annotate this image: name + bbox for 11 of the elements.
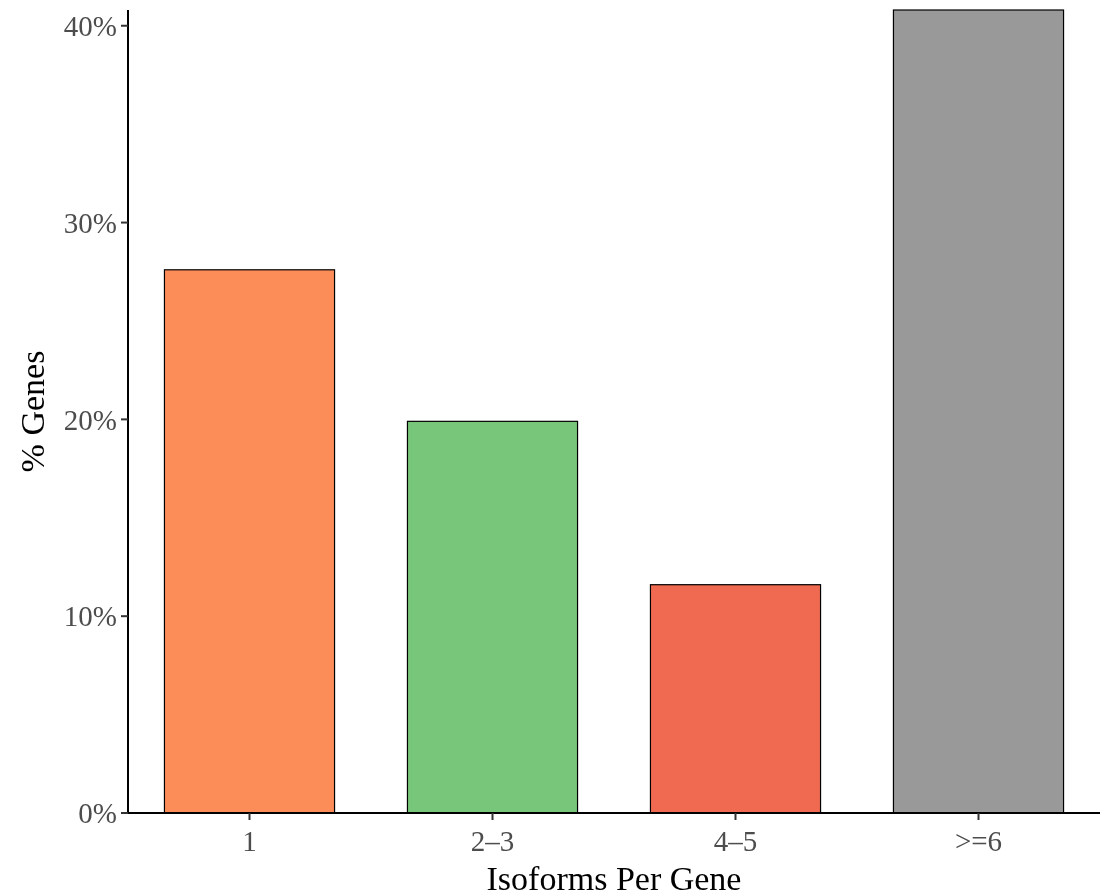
- y-tick-label: 10%: [63, 600, 117, 633]
- x-axis-title: Isoforms Per Gene: [486, 860, 742, 896]
- x-tick-label: >=6: [954, 825, 1003, 857]
- y-tick-label: 40%: [63, 9, 117, 42]
- y-tick-label: 0%: [78, 797, 117, 830]
- y-axis-title: % Genes: [14, 350, 51, 473]
- x-tick-label: 1: [242, 825, 257, 857]
- y-tick-label: 20%: [63, 403, 117, 436]
- y-tick-label: 30%: [63, 206, 117, 239]
- x-tick-label: 2–3: [470, 825, 515, 857]
- x-tick-label: 4–5: [713, 825, 758, 857]
